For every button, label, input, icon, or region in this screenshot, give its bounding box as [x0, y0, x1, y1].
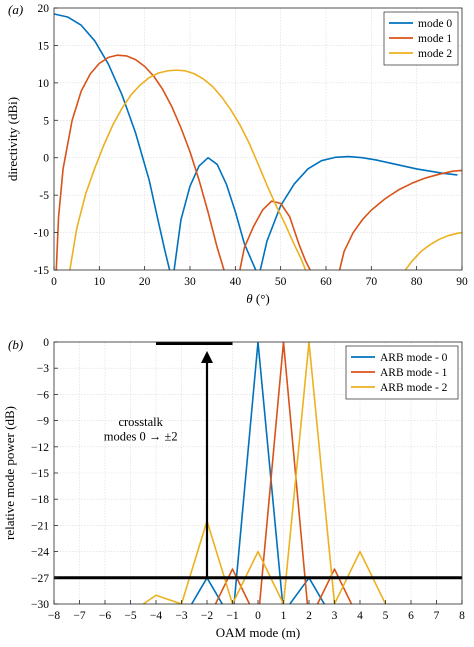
chart-panel-b: (b) −8 −7 −6 −5 −4 −3 −2 −1 0 1 2 3 4 5 6 7 80−3−6−9−12−…	[2, 337, 465, 640]
b-x-tick-label: 0	[255, 610, 261, 622]
panel-b-ticks: −8 −7 −6 −5 −4 −3 −2 −1 0 1 2 3 4 5 6 7 8 0 −3 −6 −9 −12 −15 −1…	[31, 337, 465, 622]
a-x-tick-label: 10	[94, 276, 106, 288]
b-y-tick-label: −21	[31, 520, 49, 532]
panel-b-legend: ARB mode - 0 ARB mode - 1 ARB mode - 2	[345, 345, 459, 400]
a-y-tick-label: 10	[38, 78, 50, 90]
a-x-tick-label: 40	[230, 276, 242, 288]
a-legend-entry-1: mode 1	[418, 33, 452, 45]
b-x-tick-label: −4	[150, 610, 162, 622]
b-x-tick-label: −8	[48, 610, 60, 622]
a-x-tick-label: 30	[184, 276, 196, 288]
a-series-line-1	[55, 54, 462, 270]
a-x-tick-label: 80	[411, 276, 423, 288]
a-y-tick-label: -10	[34, 228, 50, 240]
b-x-tick-label: 7	[434, 610, 440, 622]
b-x-tick-label: −7	[73, 610, 85, 622]
panel-b-x-axis-label: OAM mode (m)	[216, 625, 301, 640]
b-x-tick-label: −1	[226, 610, 238, 622]
b-x-tick-label: 2	[306, 610, 312, 622]
b-x-tick-label: 6	[408, 610, 414, 622]
a-legend-entry-2: mode 2	[418, 48, 452, 60]
b-y-tick-label: −30	[31, 599, 49, 611]
panel-a-legend: mode 0 mode 1 mode 2	[383, 11, 459, 66]
a-x-tick-label: 0	[51, 276, 57, 288]
theta-unit: (°)	[253, 291, 270, 306]
b-x-tick-label: 5	[383, 610, 389, 622]
crosstalk-label-line2: modes 0 → ±2	[104, 430, 178, 444]
panel-a-label: (a)	[8, 2, 23, 17]
crosstalk-annotation	[54, 342, 462, 580]
a-x-tick-label: 60	[320, 276, 332, 288]
b-x-tick-label: 1	[281, 610, 287, 622]
a-y-tick-label: 15	[38, 40, 50, 52]
a-x-tick-label: 50	[275, 276, 287, 288]
theta-symbol: θ	[246, 291, 253, 306]
b-x-tick-label: 3	[332, 610, 338, 622]
b-legend-entry-0: ARB mode - 0	[380, 352, 448, 364]
panel-a-frame	[53, 7, 463, 271]
a-x-tick-label: 70	[366, 276, 378, 288]
panel-b-label: (b)	[8, 337, 23, 352]
a-y-tick-label: 0	[43, 153, 49, 165]
a-x-tick-label: 90	[456, 276, 468, 288]
panel-a-x-axis-label: θ (°)	[246, 291, 270, 306]
a-y-tick-label: -5	[39, 190, 49, 202]
b-x-tick-label: −5	[124, 610, 136, 622]
crosstalk-label-line1: crosstalk	[118, 415, 163, 429]
b-y-tick-label: −9	[37, 416, 49, 428]
panel-b-y-axis-label: relative mode power (dB)	[2, 406, 17, 540]
panel-a-series-group	[54, 13, 462, 270]
a-series-line-2	[69, 69, 462, 270]
b-y-tick-label: 0	[43, 337, 49, 349]
a-legend-entry-0: mode 0	[418, 18, 452, 30]
b-y-tick-label: −24	[31, 547, 49, 559]
a-y-tick-label: 5	[43, 115, 49, 127]
b-y-tick-label: −27	[31, 573, 49, 585]
a-series-line-0	[54, 13, 458, 270]
b-y-tick-label: −6	[37, 389, 49, 401]
b-y-tick-label: −18	[31, 494, 49, 506]
a-y-tick-label: -15	[34, 265, 50, 277]
b-x-tick-label: −3	[175, 610, 187, 622]
b-y-tick-label: −12	[31, 442, 49, 454]
a-y-tick-label: 20	[38, 3, 50, 15]
b-y-tick-label: −3	[37, 363, 49, 375]
b-legend-entry-2: ARB mode - 2	[380, 382, 448, 394]
b-legend-entry-1: ARB mode - 1	[380, 367, 448, 379]
b-x-tick-label: −2	[201, 610, 213, 622]
b-series-line-2	[142, 342, 387, 604]
a-x-tick-label: 20	[139, 276, 151, 288]
panel-a-y-axis-label: directivity (dBi)	[5, 97, 20, 181]
b-x-tick-label: 8	[459, 610, 465, 622]
chart-panel-a: (a) 0 10 20 30 40 50 60 70 80 9020151050-5-10-15 …	[5, 2, 468, 306]
b-x-tick-label: −6	[99, 610, 111, 622]
b-x-tick-label: 4	[357, 610, 363, 622]
panel-b-series-group	[142, 342, 387, 604]
b-y-tick-label: −15	[31, 468, 49, 480]
crosstalk-arrow-head	[201, 351, 213, 363]
